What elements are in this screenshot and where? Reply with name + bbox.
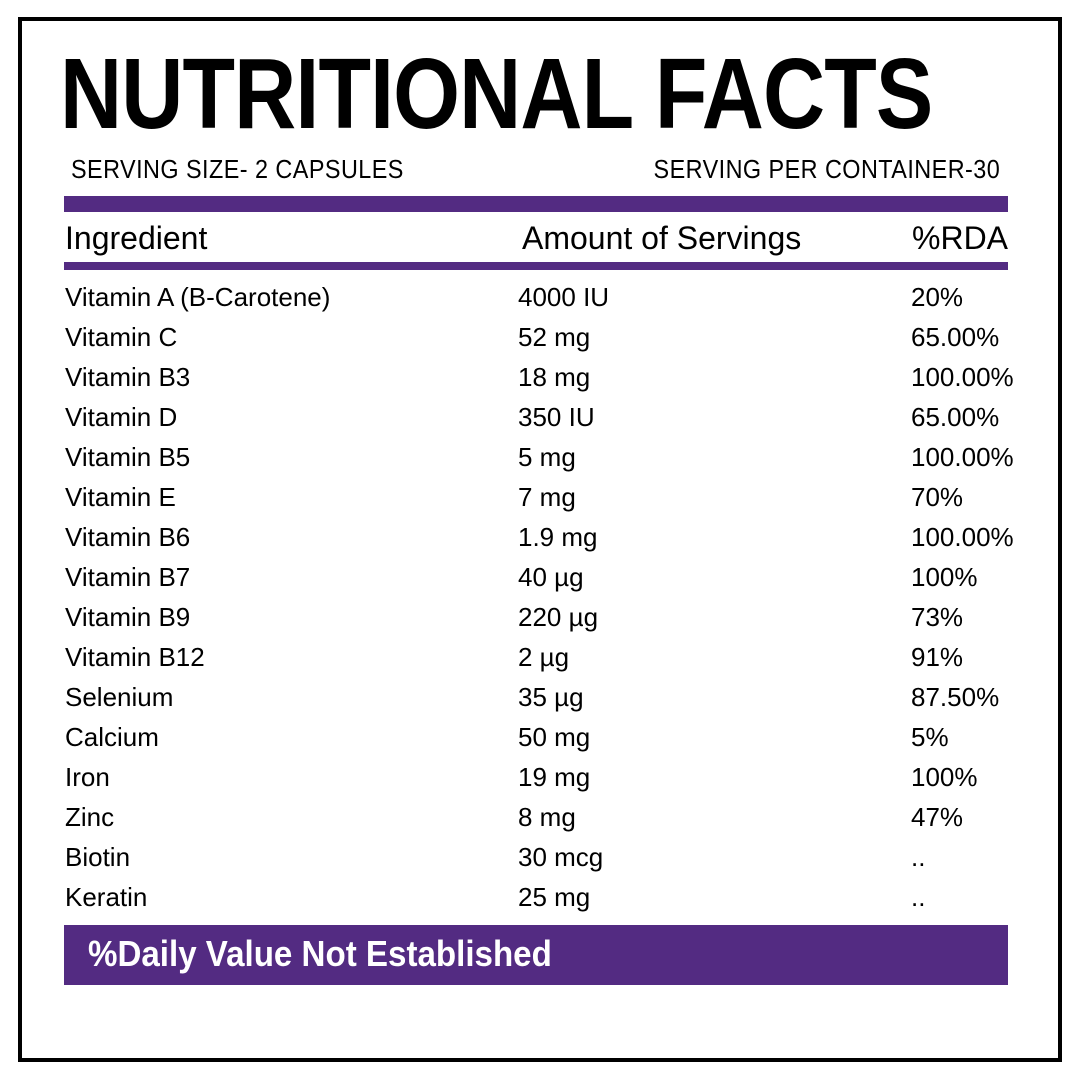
table-row: Biotin 30 mcg.. xyxy=(0,842,1080,882)
table-row: Vitamin B6 1.9 mg 100.00% xyxy=(0,522,1080,562)
column-header-ingredient: Ingredient xyxy=(65,220,208,256)
rda-percent: 5% xyxy=(911,722,949,752)
rda-percent: 87.50% xyxy=(911,682,1000,712)
ingredient-name: Vitamin B9 xyxy=(65,602,191,632)
amount: 7 mg xyxy=(518,482,576,512)
ingredient-name: Calcium xyxy=(65,722,159,752)
ingredient-name: Vitamin B3 xyxy=(65,362,191,392)
ingredient-name: Vitamin C xyxy=(65,322,178,352)
rda-percent: 91% xyxy=(911,642,964,672)
table-row: Vitamin D 350 IU 65.00% xyxy=(0,402,1080,442)
top-divider xyxy=(64,196,1008,212)
ingredient-name: Vitamin B7 xyxy=(65,562,191,592)
amount: 220 µg xyxy=(518,602,599,632)
rda-percent: 65.00% xyxy=(911,402,1000,432)
amount: 350 IU xyxy=(518,402,595,432)
amount: 50 mg xyxy=(518,722,591,752)
rda-percent: 20% xyxy=(911,282,964,312)
amount: 18 mg xyxy=(518,362,591,392)
label-border xyxy=(18,17,1062,1062)
ingredient-name: Iron xyxy=(65,762,110,792)
rda-percent: 100% xyxy=(911,762,978,792)
table-row: Vitamin B12 2 µg 91% xyxy=(0,642,1080,682)
table-row: Zinc 8 mg 47% xyxy=(0,802,1080,842)
footer-note-banner: %Daily Value Not Established xyxy=(64,925,1008,985)
header-divider xyxy=(64,262,1008,270)
table-row: Vitamin B7 40 µg 100% xyxy=(0,562,1080,602)
amount: 40 µg xyxy=(518,562,584,592)
page-title: NUTRITIONAL FACTS xyxy=(60,38,933,150)
rda-percent: 100.00% xyxy=(911,442,1014,472)
table-row: Keratin 25 mg.. xyxy=(0,882,1080,922)
ingredient-name: Keratin xyxy=(65,882,148,912)
rda-percent: .. xyxy=(911,842,926,872)
amount: 4000 IU xyxy=(518,282,610,312)
rda-percent: 65.00% xyxy=(911,322,1000,352)
amount: 30 mcg xyxy=(518,842,604,872)
amount: 35 µg xyxy=(518,682,584,712)
ingredient-name: Vitamin B12 xyxy=(65,642,205,672)
table-row: Vitamin C 52 mg 65.00% xyxy=(0,322,1080,362)
ingredient-name: Vitamin B6 xyxy=(65,522,191,552)
amount: 8 mg xyxy=(518,802,576,832)
table-row: Vitamin B3 18 mg 100.00% xyxy=(0,362,1080,402)
rda-percent: 100.00% xyxy=(911,522,1014,552)
rda-percent: 70% xyxy=(911,482,964,512)
serving-size: SERVING SIZE- 2 CAPSULES xyxy=(71,154,404,184)
amount: 25 mg xyxy=(518,882,591,912)
amount: 19 mg xyxy=(518,762,591,792)
table-row: Vitamin A (B-Carotene) 4000 IU 20% xyxy=(0,282,1080,322)
amount: 2 µg xyxy=(518,642,570,672)
table-row: Vitamin B9 220 µg 73% xyxy=(0,602,1080,642)
rda-percent: 100.00% xyxy=(911,362,1014,392)
table-row: Iron 19 mg 100% xyxy=(0,762,1080,802)
amount: 52 mg xyxy=(518,322,591,352)
rda-percent: 100% xyxy=(911,562,978,592)
ingredient-name: Vitamin D xyxy=(65,402,178,432)
ingredient-name: Selenium xyxy=(65,682,174,712)
rda-percent: 47% xyxy=(911,802,964,832)
table-row: Vitamin B5 5 mg 100.00% xyxy=(0,442,1080,482)
ingredient-name: Vitamin E xyxy=(65,482,176,512)
rda-percent: 73% xyxy=(911,602,964,632)
footer-note: %Daily Value Not Established xyxy=(88,933,552,974)
table-row: Selenium 35 µg 87.50% xyxy=(0,682,1080,722)
amount: 1.9 mg xyxy=(518,522,598,552)
servings-per-container: SERVING PER CONTAINER-30 xyxy=(653,154,1000,184)
ingredient-name: Zinc xyxy=(65,802,115,832)
ingredient-name: Vitamin A (B-Carotene) xyxy=(65,282,331,312)
rda-percent: .. xyxy=(911,882,926,912)
column-header-amount: Amount of Servings xyxy=(522,220,802,256)
column-header-rda: %RDA xyxy=(912,220,1009,256)
table-row: Calcium 50 mg 5% xyxy=(0,722,1080,762)
amount: 5 mg xyxy=(518,442,576,472)
ingredient-name: Vitamin B5 xyxy=(65,442,191,472)
table-row: Vitamin E 7 mg 70% xyxy=(0,482,1080,522)
ingredient-name: Biotin xyxy=(65,842,131,872)
